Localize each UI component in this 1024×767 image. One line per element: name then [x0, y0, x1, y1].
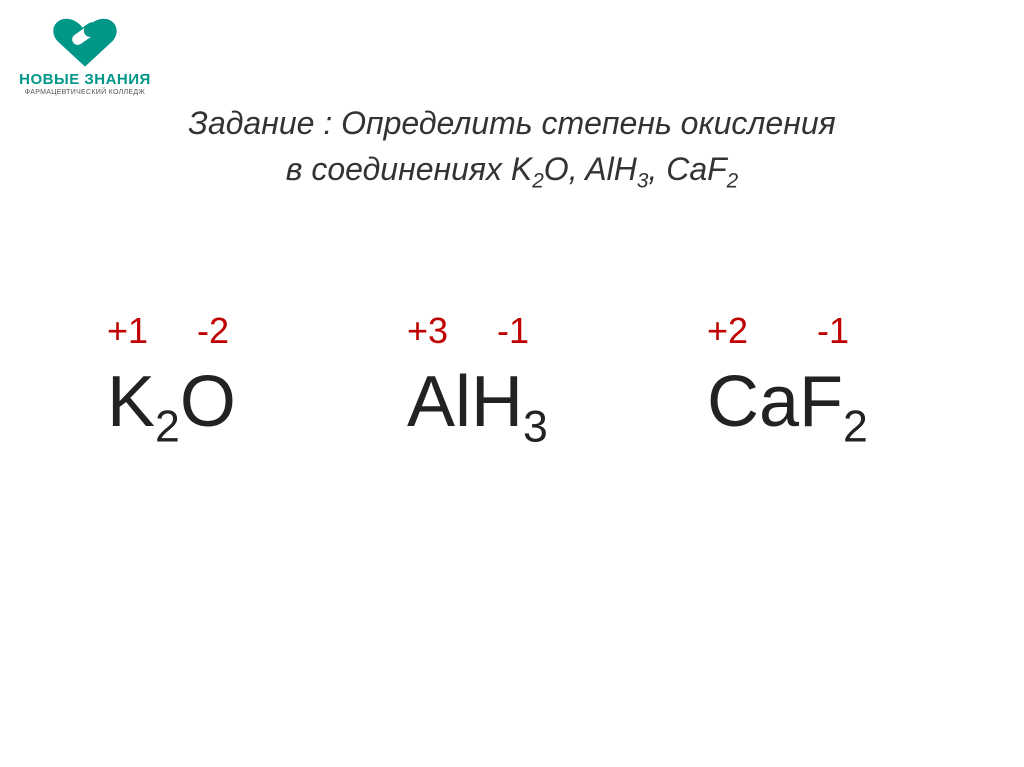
task-comp-2: AlH3	[585, 151, 648, 187]
formula-k2o: +1-2 K2O	[107, 310, 317, 450]
oxidation-states: +3-1	[407, 310, 617, 360]
task-heading: Задание : Определить степень окисления в…	[0, 100, 1024, 197]
formulas-row: +1-2 K2O +3-1 AlH3 +2-1 CaF2	[0, 310, 1024, 450]
chemical-formula: K2O	[107, 366, 317, 450]
oxidation-states: +1-2	[107, 310, 317, 360]
task-comp-1: K2O	[511, 151, 569, 187]
logo: НОВЫЕ ЗНАНИЯ ФАРМАЦЕВТИЧЕСКИЙ КОЛЛЕДЖ	[15, 15, 155, 96]
oxidation-states: +2-1	[707, 310, 917, 360]
formula-caf2: +2-1 CaF2	[707, 310, 917, 450]
logo-subtitle: ФАРМАЦЕВТИЧЕСКИЙ КОЛЛЕДЖ	[15, 89, 155, 96]
chemical-formula: AlH3	[407, 366, 617, 450]
task-line2-prefix: в соединениях	[286, 151, 511, 187]
chemical-formula: CaF2	[707, 366, 917, 450]
logo-brand-text: НОВЫЕ ЗНАНИЯ	[15, 72, 155, 87]
task-comp-3: CaF2	[666, 151, 738, 187]
heart-pill-icon	[50, 15, 120, 70]
formula-alh3: +3-1 AlH3	[407, 310, 617, 450]
task-line1: Задание : Определить степень окисления	[188, 105, 835, 141]
